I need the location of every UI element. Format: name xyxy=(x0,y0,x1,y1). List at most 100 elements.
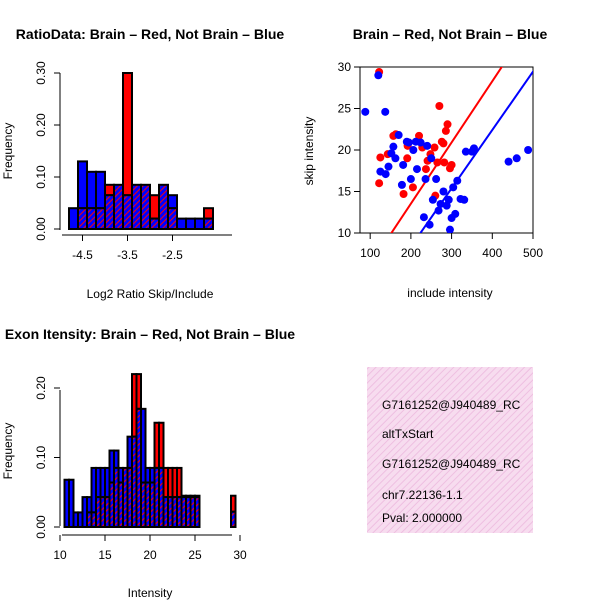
ratio-bar-brain xyxy=(149,194,160,220)
scatter-point xyxy=(408,183,417,192)
ratio-bar-overlap xyxy=(140,183,151,231)
info-line-probe-id: G7161252@J940489_RC xyxy=(382,398,521,412)
scatter-point xyxy=(412,165,421,174)
scatter-title: Brain – Red, Not Brain – Blue xyxy=(353,26,548,42)
intensity-histogram-y-ticks: 0.00 0.10 0.20 xyxy=(34,376,60,539)
scatter-y-tick-label: 20 xyxy=(338,143,352,157)
ratio-histogram-title: RatioData: Brain – Red, Not Brain – Blue xyxy=(16,26,285,42)
ratio-bar-overlap xyxy=(203,217,214,231)
ratio-y-tick-label: 0.30 xyxy=(34,61,48,85)
ratio-x-tick-label: -4.5 xyxy=(72,248,93,262)
scatter-y-label: skip intensity xyxy=(302,117,316,186)
scatter-point xyxy=(399,160,408,169)
ratio-histogram-x-ticks: -4.5 -3.5 -2.5 xyxy=(72,235,183,262)
intensity-x-tick-label: 30 xyxy=(233,548,247,562)
scatter-point xyxy=(443,120,452,129)
intensity-histogram-x-label: Intensity xyxy=(128,586,173,600)
ratio-bar-overlap xyxy=(122,194,133,230)
intensity-histogram-y-label: Frequency xyxy=(1,423,15,480)
ratio-bar-overlap xyxy=(131,183,142,231)
intensity-bar-brain xyxy=(176,466,183,499)
intensity-histogram-title: Exon Itensity: Brain – Red, Not Brain – … xyxy=(5,326,295,342)
scatter-x-tick-label: 100 xyxy=(360,246,380,260)
scatter-fit-line xyxy=(419,69,533,233)
scatter-y-tick-label: 30 xyxy=(338,60,352,74)
scatter-fit-line xyxy=(390,67,503,233)
scatter-point xyxy=(419,213,428,222)
scatter-point xyxy=(436,199,445,208)
scatter-point xyxy=(361,107,370,116)
ratio-bar-overlap xyxy=(77,207,88,230)
ratio-histogram-x-label: Log2 Ratio Skip/Include xyxy=(87,287,214,301)
scatter-point xyxy=(469,144,478,153)
scatter-point xyxy=(439,187,448,196)
scatter-point xyxy=(425,220,434,229)
scatter-point xyxy=(504,157,513,166)
ratio-bar-not-brain xyxy=(176,217,187,231)
scatter-point xyxy=(394,131,403,140)
intensity-bar-overlap xyxy=(230,510,237,528)
ratio-bar-not-brain xyxy=(86,170,97,210)
scatter-point xyxy=(449,183,458,192)
scatter-x-tick-label: 200 xyxy=(401,246,421,260)
info-line-probe-id-2: G7161252@J940489_RC xyxy=(382,457,521,471)
ratio-bar-overlap xyxy=(149,217,160,231)
intensity-x-tick-label: 25 xyxy=(188,548,202,562)
intensity-y-tick-label: 0.20 xyxy=(34,376,48,400)
scatter-fit-lines xyxy=(390,67,533,233)
ratio-bar-brain xyxy=(104,183,115,197)
ratio-x-tick-label: -3.5 xyxy=(117,248,138,262)
scatter-x-ticks: 100 200 300 400 500 xyxy=(360,233,543,260)
ratio-bar-overlap xyxy=(158,183,169,231)
ratio-histogram-y-ticks: 0.00 0.10 0.20 0.30 xyxy=(34,61,60,241)
scatter-point xyxy=(374,71,383,80)
scatter-point xyxy=(512,154,521,163)
scatter-point xyxy=(381,170,390,179)
scatter-point xyxy=(433,158,442,167)
ratio-y-tick-label: 0.20 xyxy=(34,113,48,137)
intensity-bar-brain xyxy=(158,421,165,469)
scatter-panel: Brain – Red, Not Brain – Blue 100 200 300 4… xyxy=(302,26,547,300)
info-line-gene-locus: chr7.22136-1.1 xyxy=(382,488,463,502)
scatter-y-tick-label: 25 xyxy=(338,102,352,116)
intensity-bar-brain xyxy=(135,373,142,410)
ratio-bar-not-brain xyxy=(68,207,79,230)
scatter-x-tick-label: 400 xyxy=(482,246,502,260)
info-line-pval: Pval: 2.000000 xyxy=(382,511,462,525)
scatter-point xyxy=(416,138,425,147)
intensity-x-tick-label: 10 xyxy=(53,548,67,562)
intensity-x-tick-label: 20 xyxy=(143,548,157,562)
ratio-bar-not-brain xyxy=(185,217,196,231)
scatter-point xyxy=(375,179,384,188)
ratio-histogram-y-label: Frequency xyxy=(1,123,15,180)
ratio-bar-brain xyxy=(203,207,214,220)
ratio-bar-not-brain xyxy=(95,170,106,210)
ratio-bar-not-brain xyxy=(77,160,88,210)
ratio-bar-overlap xyxy=(86,207,97,230)
scatter-point xyxy=(453,176,462,185)
scatter-point xyxy=(460,195,469,204)
ratio-y-tick-label: 0.00 xyxy=(34,217,48,241)
intensity-histogram-x-ticks: 10 15 20 25 30 xyxy=(53,535,247,562)
intensity-bar-not-brain xyxy=(68,478,75,528)
ratio-histogram-panel: RatioData: Brain – Red, Not Brain – Blue… xyxy=(1,26,284,301)
scatter-x-tick-label: 500 xyxy=(523,246,543,260)
scatter-y-tick-label: 15 xyxy=(338,185,352,199)
ratio-bar-brain xyxy=(122,72,133,197)
intensity-histogram-bars xyxy=(63,373,237,529)
intensity-bar-brain xyxy=(230,494,237,513)
scatter-point xyxy=(399,189,408,198)
scatter-point xyxy=(404,138,413,147)
ratio-bar-overlap xyxy=(167,207,178,230)
scatter-point xyxy=(384,162,393,171)
scatter-point xyxy=(397,180,406,189)
scatter-x-label: include intensity xyxy=(407,286,492,300)
scatter-point xyxy=(389,142,398,151)
scatter-point xyxy=(451,209,460,218)
scatter-point xyxy=(391,154,400,163)
scatter-point xyxy=(441,126,450,135)
intensity-x-tick-label: 15 xyxy=(98,548,112,562)
ratio-bar-not-brain xyxy=(194,217,205,231)
intensity-histogram-panel: Exon Itensity: Brain – Red, Not Brain – … xyxy=(1,326,295,600)
info-box-background xyxy=(367,367,533,533)
